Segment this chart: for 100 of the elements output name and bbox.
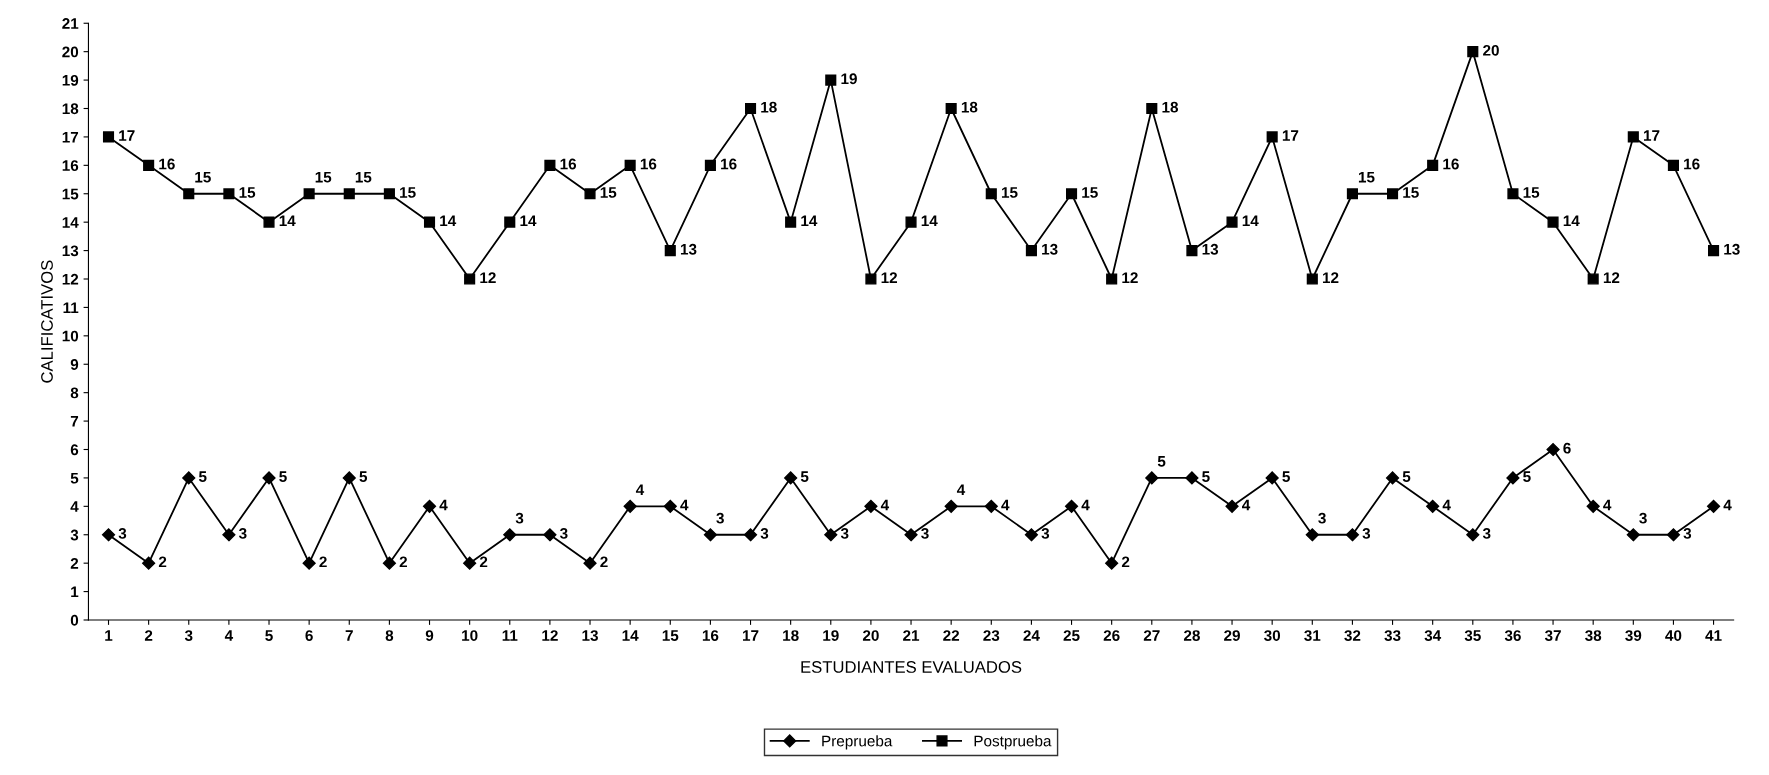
point	[101, 528, 116, 542]
data-label: 14	[1563, 215, 1580, 227]
data-label: 5	[198, 471, 207, 483]
legend-label: Postprueba	[974, 735, 1052, 750]
point	[1266, 131, 1278, 143]
point	[183, 188, 195, 200]
x-tick-label: 22	[943, 630, 960, 641]
data-label: 15	[400, 187, 416, 198]
point	[664, 245, 676, 257]
point	[1547, 216, 1559, 228]
y-tick-label: 12	[62, 273, 79, 285]
point	[142, 556, 156, 570]
data-label: 13	[1724, 243, 1740, 255]
data-label: 2	[1121, 556, 1130, 568]
point	[1546, 442, 1560, 457]
data-label: 3	[118, 528, 127, 539]
x-tick-label: 30	[1264, 630, 1281, 641]
point	[1345, 528, 1360, 542]
data-label: 14	[520, 215, 537, 227]
point	[865, 273, 877, 285]
point	[1024, 528, 1039, 542]
data-label: 15	[1358, 171, 1375, 183]
x-tick-label: 8	[385, 630, 394, 641]
point	[1106, 273, 1118, 285]
data-label: 12	[1603, 272, 1620, 283]
point	[1627, 131, 1639, 143]
point	[544, 159, 556, 171]
data-label: 3	[840, 528, 849, 539]
data-label: 16	[560, 158, 577, 170]
x-tick-label: 6	[305, 630, 313, 641]
x-tick-label: 36	[1504, 630, 1521, 641]
data-label: 5	[1523, 471, 1531, 483]
point	[1226, 216, 1238, 228]
x-tick-label: 26	[1103, 630, 1120, 641]
point	[984, 499, 998, 513]
x-tick-label: 37	[1544, 630, 1561, 641]
data-label: 14	[921, 215, 938, 227]
point	[1466, 528, 1480, 542]
data-label: 13	[1202, 243, 1219, 255]
point	[1586, 499, 1600, 513]
point	[1265, 471, 1279, 485]
y-tick-label: 15	[62, 188, 79, 200]
data-label: 16	[640, 158, 657, 170]
x-tick-label: 41	[1705, 630, 1722, 641]
y-tick-label: 16	[62, 160, 79, 172]
data-label: 15	[239, 187, 256, 198]
point	[1064, 499, 1079, 513]
x-tick-label: 15	[662, 630, 679, 641]
y-tick-label: 3	[70, 529, 79, 541]
y-tick-label: 5	[70, 472, 79, 484]
point	[543, 528, 557, 542]
point	[1145, 471, 1159, 485]
x-tick-label: 35	[1464, 630, 1481, 641]
point	[624, 159, 636, 171]
point	[785, 216, 797, 228]
x-tick-label: 4	[224, 630, 234, 641]
data-label: 16	[1684, 158, 1700, 170]
data-label: 4	[635, 484, 645, 496]
x-tick-label: 19	[823, 630, 839, 641]
point	[1666, 528, 1681, 542]
y-tick-label: 7	[70, 416, 79, 427]
data-label: 5	[279, 471, 287, 483]
point	[1587, 273, 1599, 285]
y-tick-label: 0	[70, 614, 79, 626]
point	[302, 556, 316, 570]
point	[143, 159, 155, 171]
point	[1346, 188, 1358, 200]
data-label: 6	[1563, 442, 1571, 454]
y-tick-label: 1	[71, 586, 79, 598]
data-label: 3	[238, 528, 247, 539]
data-label: 15	[1403, 187, 1419, 198]
point	[1667, 159, 1679, 171]
y-tick-label: 19	[62, 74, 79, 86]
data-label: 5	[1402, 471, 1411, 483]
x-tick-label: 2	[144, 630, 153, 641]
data-label: 17	[1282, 130, 1299, 141]
y-tick-label: 8	[70, 387, 79, 399]
data-label: 18	[1162, 101, 1179, 113]
data-label: 5	[800, 471, 809, 483]
point	[1025, 245, 1037, 257]
x-tick-label: 34	[1424, 630, 1442, 641]
data-label: 20	[1483, 44, 1499, 56]
x-tick-label: 1	[105, 630, 113, 641]
point	[1185, 471, 1199, 485]
point	[342, 471, 356, 485]
point	[824, 528, 838, 542]
data-label: 14	[279, 215, 296, 227]
y-tick-label: 10	[62, 330, 79, 342]
x-tick-label: 24	[1023, 630, 1040, 641]
point	[1386, 188, 1399, 200]
point	[583, 556, 597, 570]
x-tick-label: 11	[502, 630, 518, 641]
point	[1305, 528, 1319, 542]
point	[182, 471, 196, 485]
x-tick-label: 23	[983, 630, 1000, 641]
data-label: 15	[600, 187, 617, 198]
point	[343, 188, 355, 200]
point	[222, 528, 236, 542]
data-label: 4	[1242, 499, 1251, 511]
point	[1385, 471, 1400, 485]
